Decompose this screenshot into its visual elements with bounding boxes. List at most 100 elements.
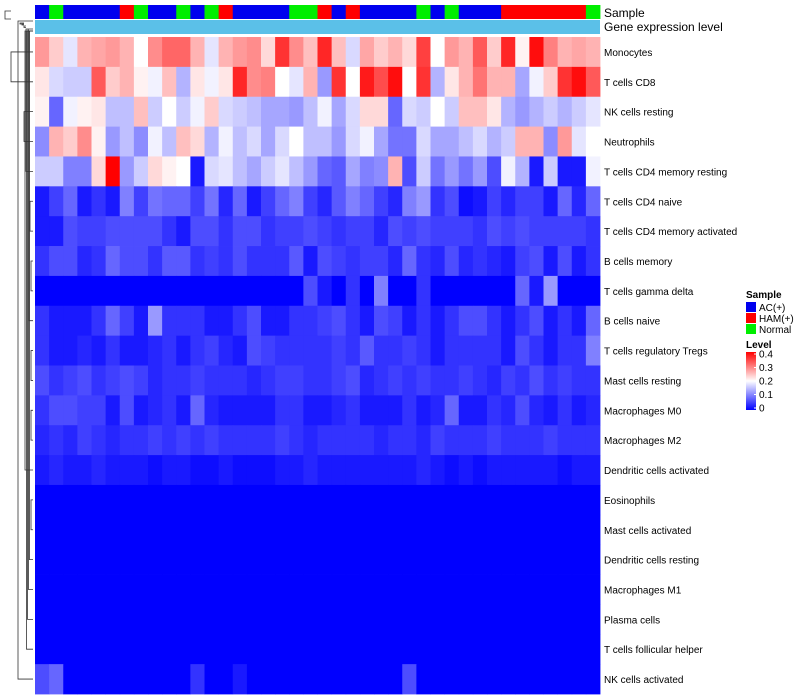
heatmap-cell [289, 425, 304, 456]
heatmap-cell [444, 664, 460, 695]
heatmap-cell [529, 37, 544, 68]
heatmap-cell [359, 544, 375, 575]
heatmap-cell [275, 664, 290, 695]
heatmap-cell [388, 186, 403, 217]
heatmap-cell [63, 275, 78, 307]
heatmap-cell [458, 604, 474, 635]
heatmap-cell [275, 96, 290, 127]
heatmap-cell [176, 664, 191, 695]
heatmap-cell [232, 216, 248, 247]
heatmap-cell [289, 634, 304, 665]
heatmap-cell [430, 604, 446, 635]
heatmap-cell [331, 66, 347, 98]
heatmap-cell [162, 37, 177, 68]
heatmap-cell [444, 634, 460, 665]
heatmap-cell [77, 275, 92, 307]
heatmap-cell [63, 96, 78, 127]
heatmap-cell [571, 246, 587, 277]
heatmap-cell [176, 335, 191, 366]
heatmap-cell [571, 216, 587, 247]
heatmap-cell [543, 395, 559, 426]
heatmap-cell [374, 305, 389, 337]
heatmap-cell [430, 455, 446, 486]
heatmap-cell [458, 634, 474, 665]
heatmap-cell [275, 574, 290, 605]
sample-annotation-cell [176, 5, 191, 19]
sample-annotation-cell [275, 5, 290, 19]
heatmap-cell [35, 544, 50, 575]
heatmap-cell [331, 484, 347, 516]
heatmap-cell [388, 126, 403, 157]
dendrogram-branch [19, 22, 24, 25]
heatmap-cell [430, 275, 446, 307]
heatmap-cell [585, 66, 601, 98]
heatmap-cell [303, 305, 318, 337]
heatmap-cell [261, 275, 276, 307]
heatmap-cell [91, 126, 107, 157]
heatmap-cell [119, 664, 135, 695]
heatmap-cell [388, 544, 403, 575]
heatmap-cell [148, 126, 163, 157]
heatmap-cell [345, 365, 361, 396]
heatmap-cell [232, 66, 248, 98]
heatmap-cell [35, 37, 50, 68]
heatmap-cell [77, 66, 92, 98]
heatmap-cell [359, 156, 375, 187]
heatmap-cell [261, 634, 276, 665]
heatmap-cell [444, 275, 460, 307]
heatmap-cell [345, 604, 361, 635]
heatmap-cell [119, 246, 135, 277]
heatmap-cell [176, 365, 191, 396]
heatmap-cell [91, 604, 107, 635]
heatmap-cell [261, 156, 276, 187]
heatmap-cell [571, 305, 587, 337]
heatmap-cell [543, 455, 559, 486]
heatmap-cell [444, 66, 460, 98]
heatmap-cell [105, 574, 121, 605]
heatmap-cell [515, 365, 530, 396]
heatmap-cell [515, 634, 530, 665]
heatmap-cell [77, 514, 92, 546]
heatmap-cell [331, 574, 347, 605]
heatmap-cell [162, 275, 177, 307]
heatmap-cell [557, 66, 573, 98]
heatmap-cell [458, 455, 474, 486]
heatmap-cell [190, 37, 205, 68]
heatmap-cell [557, 574, 573, 605]
heatmap-cell [303, 544, 318, 575]
heatmap-cell [430, 186, 446, 217]
heatmap-cell [35, 275, 50, 307]
heatmap-cell [388, 246, 403, 277]
heatmap-cell [345, 37, 361, 68]
heatmap-cell [515, 216, 530, 247]
heatmap-cell [289, 664, 304, 695]
heatmap-cell [388, 514, 403, 546]
heatmap-cell [430, 514, 446, 546]
heatmap-cell [105, 455, 121, 486]
heatmap-cell [472, 275, 488, 307]
heatmap-cell [148, 574, 163, 605]
heatmap-cell [529, 425, 544, 456]
heatmap-cell [232, 484, 248, 516]
row-label: Dendritic cells resting [604, 556, 699, 567]
sample-annotation-cell [472, 5, 488, 19]
heatmap-cell [63, 156, 78, 187]
heatmap-cell [176, 305, 191, 337]
heatmap-cell [416, 365, 431, 396]
heatmap-cell [190, 484, 205, 516]
heatmap-cell [543, 604, 559, 635]
heatmap-cell [585, 395, 601, 426]
heatmap-cell [585, 305, 601, 337]
heatmap-cell [77, 246, 92, 277]
heatmap-cell [402, 66, 417, 98]
heatmap-cell [345, 544, 361, 575]
heatmap-cell [303, 425, 318, 456]
heatmap-cell [133, 216, 149, 247]
heatmap-cell [176, 395, 191, 426]
heatmap-cell [374, 634, 389, 665]
heatmap-cell [345, 96, 361, 127]
heatmap-cell [444, 246, 460, 277]
heatmap-cell [487, 246, 502, 277]
heatmap-cell [430, 96, 446, 127]
